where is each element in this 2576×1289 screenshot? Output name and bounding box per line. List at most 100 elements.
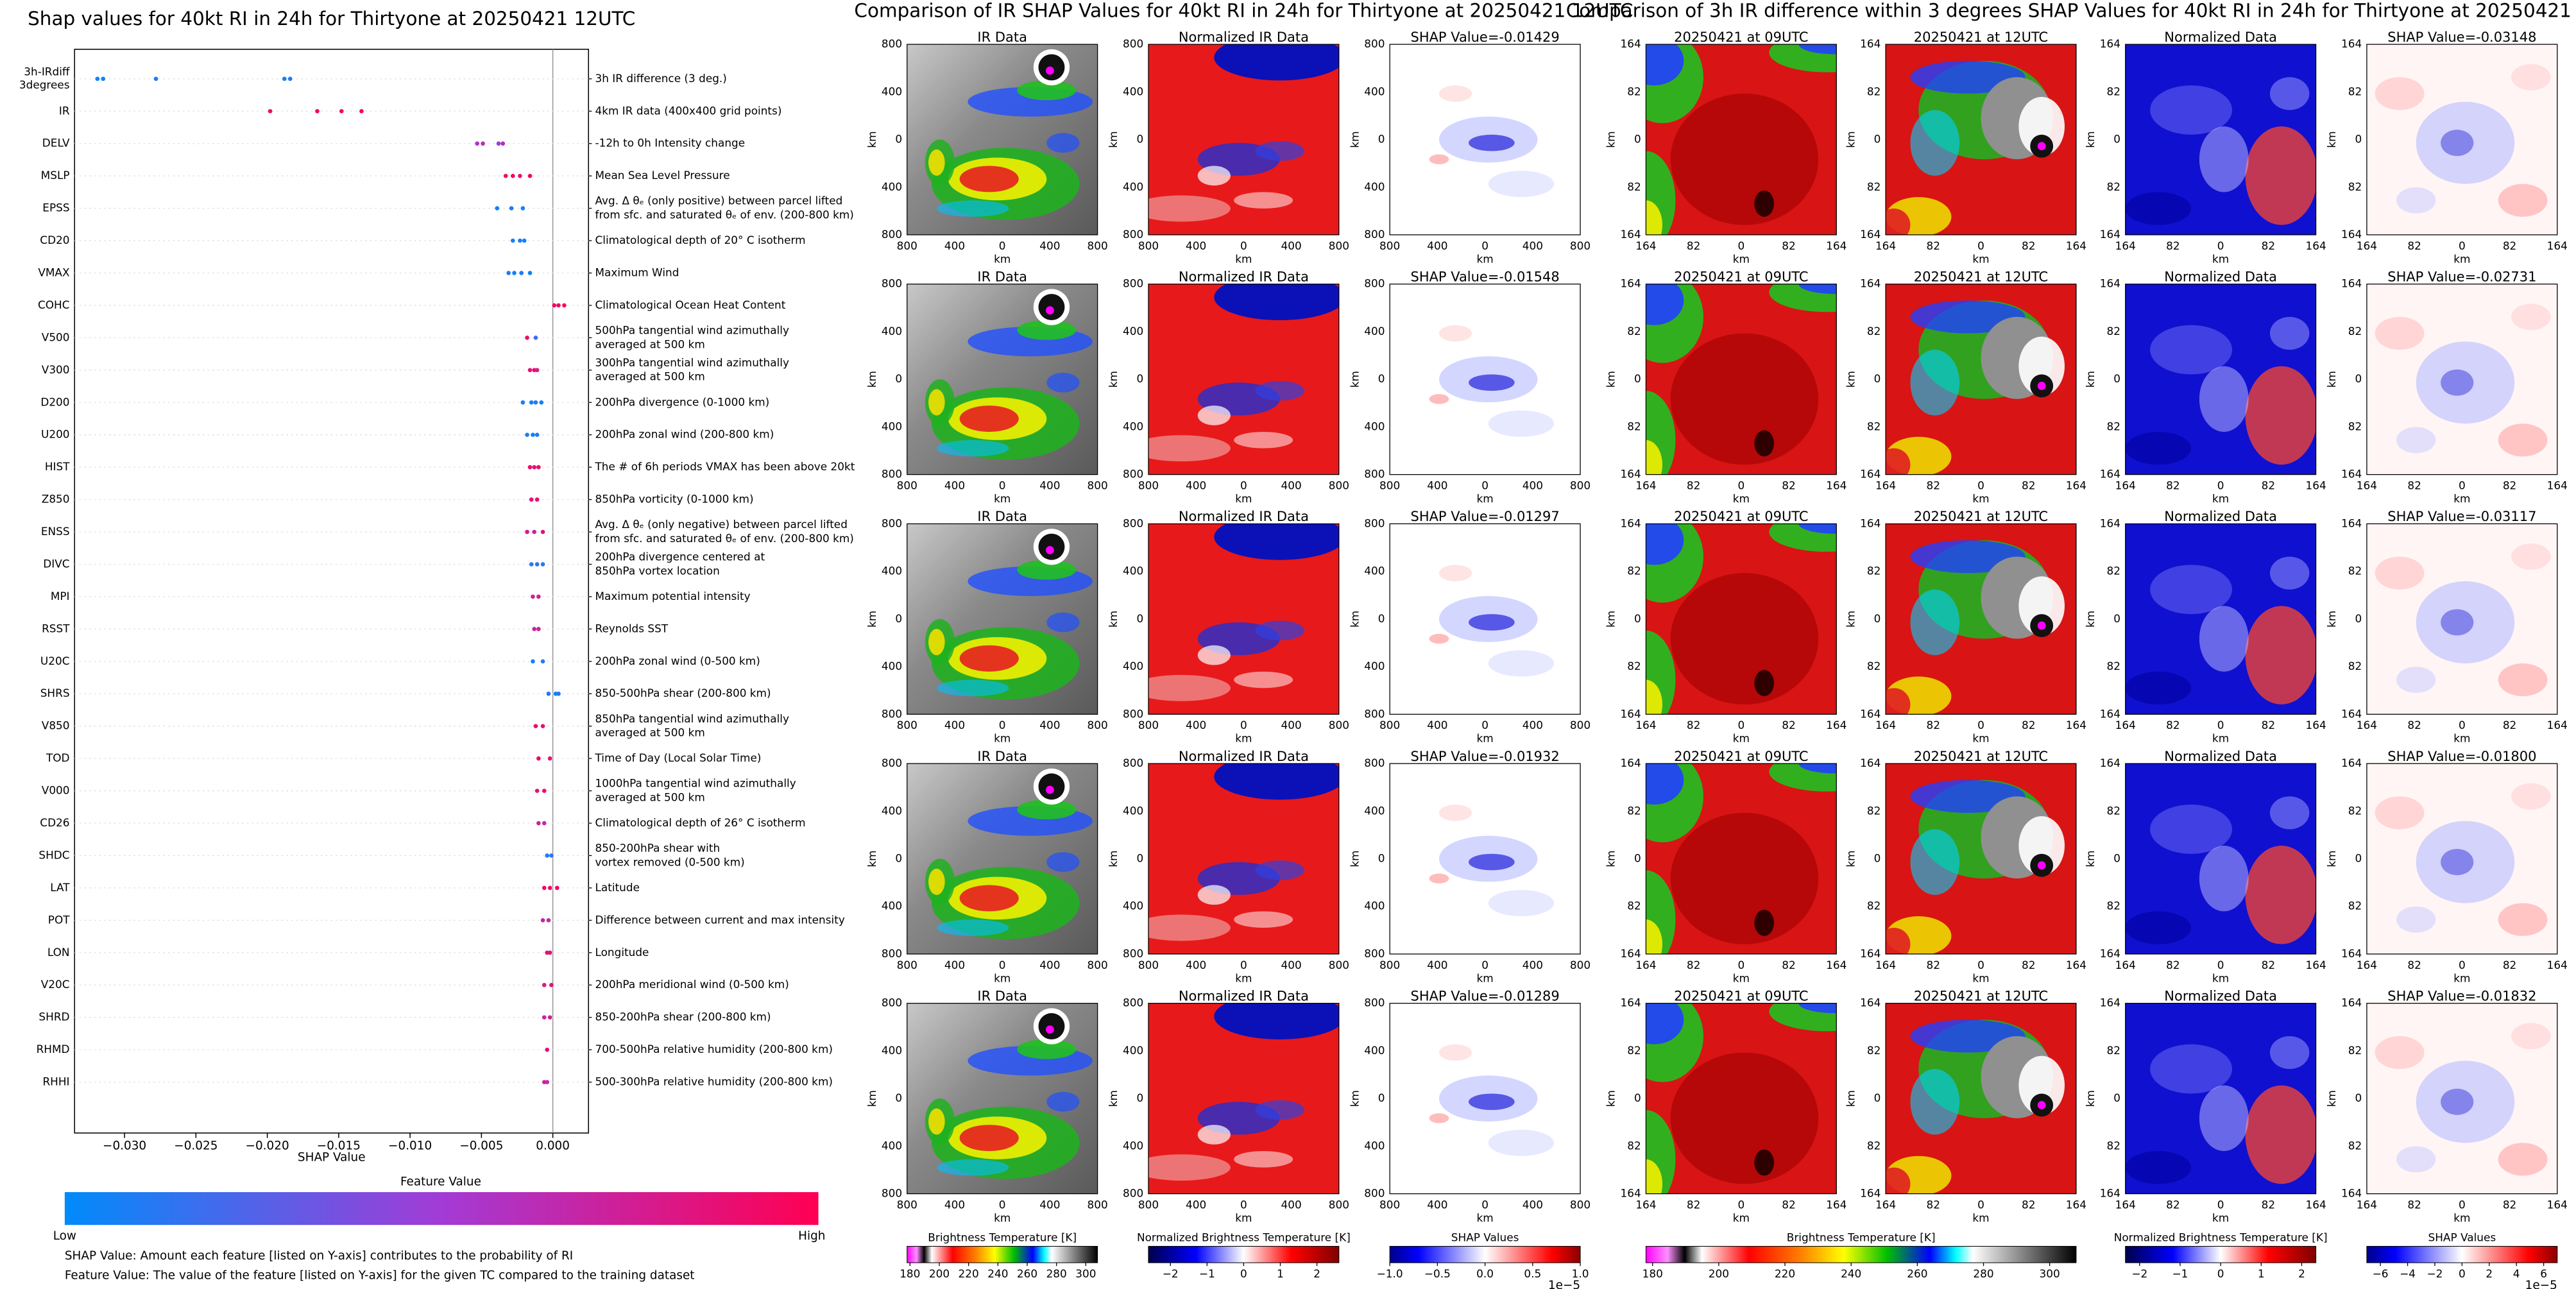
x-tick-label: 0 — [1240, 239, 1247, 252]
panel-title: SHAP Value=-0.03148 — [2387, 30, 2536, 45]
x-tick-label: 0 — [2459, 959, 2466, 971]
shap-point — [339, 108, 344, 114]
field-blob — [1046, 66, 1054, 75]
field-blob — [1886, 209, 1911, 235]
image-panel — [1886, 44, 2076, 235]
panel-title: 20250421 at 09UTC — [1674, 509, 1808, 524]
field-blob — [1214, 764, 1339, 800]
field-blob — [2037, 142, 2046, 151]
y-tick-label: 164 — [1621, 1187, 1641, 1200]
y-tick-label: 82 — [2107, 1044, 2120, 1057]
x-tick-label: 800 — [1088, 1198, 1108, 1211]
field-blob — [1234, 192, 1293, 209]
shap-point — [529, 562, 534, 567]
x-tick-label: 164 — [1875, 479, 1896, 492]
x-tick-label: 400 — [1186, 479, 1206, 492]
shap-point — [534, 497, 540, 502]
colorbar-tick-label: 2 — [2298, 1267, 2305, 1280]
y-tick-label: 400 — [882, 420, 902, 432]
x-tick-label: 82 — [2022, 479, 2035, 492]
y-tick-label: 82 — [1627, 1139, 1641, 1152]
image-panel — [1646, 764, 1837, 954]
field-blob — [1214, 1003, 1339, 1039]
y-tick-label: 82 — [2107, 325, 2120, 337]
shap-point — [539, 400, 544, 405]
y-tick-label: ENSS — [41, 525, 70, 538]
field-blob — [2018, 96, 2065, 157]
y-tick-label: VMAX — [38, 266, 70, 278]
panel-frame — [1148, 284, 1340, 475]
y-tick-label: MPI — [51, 590, 70, 602]
field-blob — [1798, 284, 1837, 295]
feature-description: 700-500hPa relative humidity (200-800 km… — [595, 1043, 833, 1055]
colorbar-tick-label: 200 — [929, 1267, 950, 1280]
colorbar — [2366, 1245, 2558, 1263]
image-panel — [1390, 524, 1581, 715]
x-tick-label: 0 — [1240, 959, 1247, 971]
field-blob — [1488, 650, 1555, 677]
shap-point — [511, 238, 515, 243]
panel-title: Normalized Data — [2164, 269, 2277, 285]
y-tick-label: 0 — [1137, 851, 1144, 864]
y-axis-label: km — [1107, 131, 1120, 148]
feature-description: Reynolds SST — [595, 622, 669, 635]
y-tick-label: SHDC — [38, 848, 69, 861]
feature-description: 200hPa zonal wind (0-500 km) — [595, 654, 760, 667]
x-tick-label: 0 — [2459, 239, 2466, 252]
x-axis-label: SHAP Value — [298, 1150, 366, 1164]
y-tick-label: 800 — [882, 707, 902, 720]
x-tick-label: 800 — [1329, 1198, 1349, 1211]
shap-point — [359, 108, 364, 114]
field-blob — [1234, 432, 1293, 448]
y-tick-label: 400 — [1364, 180, 1385, 193]
field-blob — [1234, 1151, 1293, 1168]
feature-description: 200hPa zonal wind (200-800 km) — [595, 428, 774, 441]
x-tick-label: 164 — [2066, 959, 2086, 971]
y-tick-label: 400 — [882, 85, 902, 98]
x-tick-label: 0 — [1737, 719, 1744, 731]
x-tick-label: 800 — [1329, 719, 1349, 731]
field-blob — [2396, 906, 2436, 933]
x-axis-label: km — [2453, 492, 2470, 505]
shap-point — [503, 173, 508, 178]
feature-description: 850-200hPa shear (200-800 km) — [595, 1011, 771, 1023]
y-tick-label: 82 — [1867, 180, 1881, 193]
y-tick-label: 164 — [2100, 228, 2120, 241]
colorbar-tick-label: −0.5 — [1424, 1267, 1451, 1280]
colorbar-tick-label: −4 — [2400, 1267, 2416, 1280]
feature-description: 3h IR difference (3 deg.) — [595, 72, 727, 85]
x-tick-label: 0 — [1481, 1198, 1488, 1211]
field-blob — [2125, 432, 2192, 465]
x-tick-label: 82 — [2407, 479, 2421, 492]
feature-colorbar — [64, 1192, 819, 1225]
panel-title: 20250421 at 09UTC — [1674, 749, 1808, 764]
field-blob — [1754, 430, 1775, 457]
panel-frame — [1645, 763, 1837, 955]
y-tick-label: 400 — [1123, 420, 1143, 432]
field-blob — [1646, 679, 1662, 715]
field-blob — [1148, 674, 1231, 701]
field-blob — [2150, 85, 2233, 135]
x-tick-label: 164 — [1826, 719, 1847, 731]
panel-frame — [907, 763, 1098, 955]
field-blob — [1017, 320, 1077, 340]
field-blob — [2150, 1044, 2233, 1094]
feature-description: Climatological depth of 20° C isotherm — [595, 234, 806, 246]
x-tick-label: 164 — [2305, 959, 2326, 971]
shap-point — [534, 368, 540, 373]
x-tick-label: −0.010 — [388, 1139, 432, 1152]
y-tick-label: 800 — [1123, 1187, 1143, 1200]
colorbar-tick-label: 0.5 — [1524, 1267, 1541, 1280]
x-tick-label: 82 — [2022, 1198, 2035, 1211]
shap-point — [268, 108, 273, 114]
x-tick-label: 800 — [897, 239, 917, 252]
x-tick-label: 164 — [1635, 959, 1656, 971]
y-tick-label: 164 — [2341, 1187, 2362, 1200]
panel-frame — [1148, 1003, 1340, 1195]
panel-title: SHAP Value=-0.03117 — [2387, 509, 2536, 524]
note: Feature Value: The value of the feature … — [65, 1269, 695, 1283]
image-panel — [1646, 1003, 1837, 1194]
field-blob — [1197, 1125, 1231, 1145]
y-tick-label: 82 — [1867, 420, 1881, 432]
